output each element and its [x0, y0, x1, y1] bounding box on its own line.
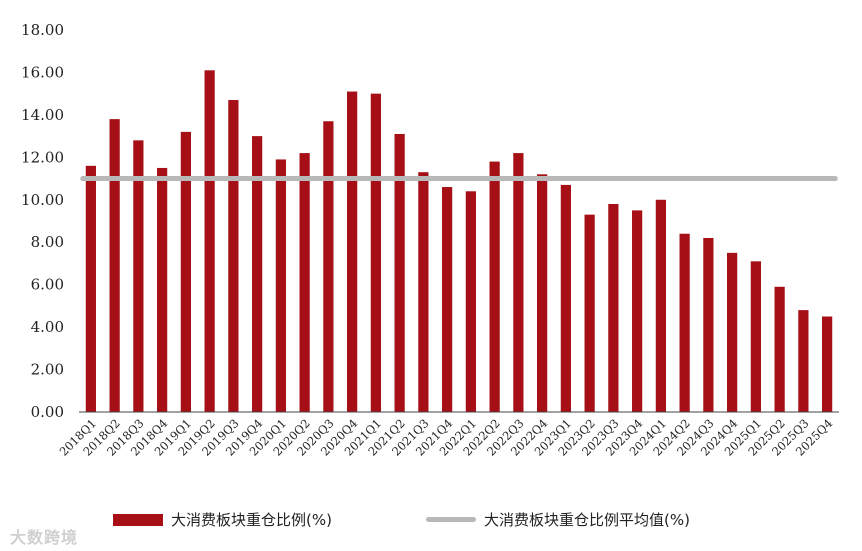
bar — [822, 316, 833, 412]
bar — [370, 93, 381, 413]
y-tick-label: 10.00 — [21, 191, 64, 209]
bar — [394, 133, 405, 412]
bar — [560, 184, 571, 412]
y-tick-label: 18.00 — [21, 21, 64, 39]
bar — [275, 159, 286, 412]
bar — [679, 233, 690, 412]
bar — [727, 252, 738, 412]
bar — [299, 153, 310, 413]
bar — [418, 172, 429, 412]
y-tick-label: 6.00 — [31, 276, 64, 294]
bar — [632, 210, 643, 412]
legend-line-label: 大消费板块重仓比例平均值(%) — [484, 511, 690, 529]
bar — [180, 131, 191, 412]
bar — [608, 204, 619, 412]
bar — [489, 161, 500, 412]
bar — [750, 261, 761, 412]
watermark-text: 大数跨境 — [10, 528, 79, 547]
bar — [157, 167, 168, 412]
bar — [584, 214, 595, 412]
legend-bar-label: 大消费板块重仓比例(%) — [171, 511, 332, 529]
bar — [323, 121, 334, 412]
bar — [347, 91, 358, 413]
bar — [228, 100, 239, 413]
y-tick-label: 2.00 — [31, 361, 64, 379]
bar — [537, 174, 548, 412]
legend-bar: 大消费板块重仓比例(%) — [113, 509, 332, 530]
bar — [109, 119, 120, 412]
legend-bar-swatch — [113, 513, 163, 526]
y-tick-label: 4.00 — [31, 318, 64, 336]
bar-chart: 0.00 2.00 4.00 6.00 8.00 10.00 12.00 14.00 16.00… — [21, 21, 839, 459]
bar — [798, 310, 809, 412]
bar — [703, 237, 714, 412]
bar — [774, 286, 785, 412]
legend-line: 大消费板块重仓比例平均值(%) — [426, 509, 690, 530]
bar — [133, 140, 144, 412]
bar — [252, 136, 263, 412]
y-tick-label: 0.00 — [31, 403, 64, 421]
y-tick-label: 8.00 — [31, 233, 64, 251]
y-tick-label: 12.00 — [21, 148, 64, 166]
watermark-logo: 大数跨境 — [6, 524, 78, 548]
y-tick-label: 14.00 — [21, 106, 64, 124]
legend-line-swatch — [426, 517, 476, 522]
bar — [85, 165, 96, 412]
bar — [513, 153, 524, 413]
bar — [204, 70, 215, 413]
bar — [655, 199, 666, 412]
bar — [465, 191, 476, 412]
y-tick-label: 16.00 — [21, 63, 64, 81]
bar — [442, 187, 453, 412]
